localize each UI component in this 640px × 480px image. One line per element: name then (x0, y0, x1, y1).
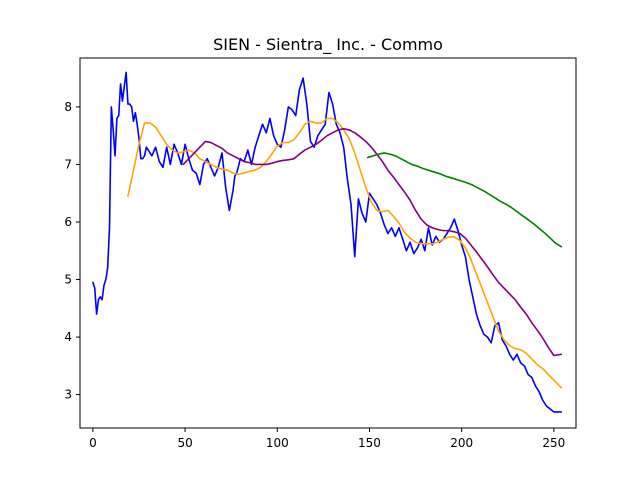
axes-frame (79, 57, 577, 429)
x-tick-label: 100 (266, 436, 289, 450)
x-tick-label: 0 (89, 436, 97, 450)
y-tick-label: 4 (64, 330, 72, 344)
y-axis: 3 4 5 6 7 8 (64, 100, 80, 402)
series-line-2 (182, 127, 563, 357)
x-tick-label: 200 (450, 436, 473, 450)
series-line-3 (366, 152, 563, 248)
series-line-0 (92, 71, 563, 413)
y-tick-label: 8 (64, 100, 72, 114)
series-layer (92, 71, 563, 413)
chart-title: SIEN - Sientra_ Inc. - Commo (213, 35, 443, 55)
series-line-1 (127, 117, 563, 389)
x-tick-label: 150 (358, 436, 381, 450)
y-tick-label: 7 (64, 157, 72, 171)
x-tick-label: 250 (542, 436, 565, 450)
x-axis: 0 50 100 150 200 250 (89, 428, 565, 450)
y-tick-label: 6 (64, 215, 72, 229)
y-tick-label: 3 (64, 388, 72, 402)
y-tick-label: 5 (64, 273, 72, 287)
x-tick-label: 50 (177, 436, 192, 450)
